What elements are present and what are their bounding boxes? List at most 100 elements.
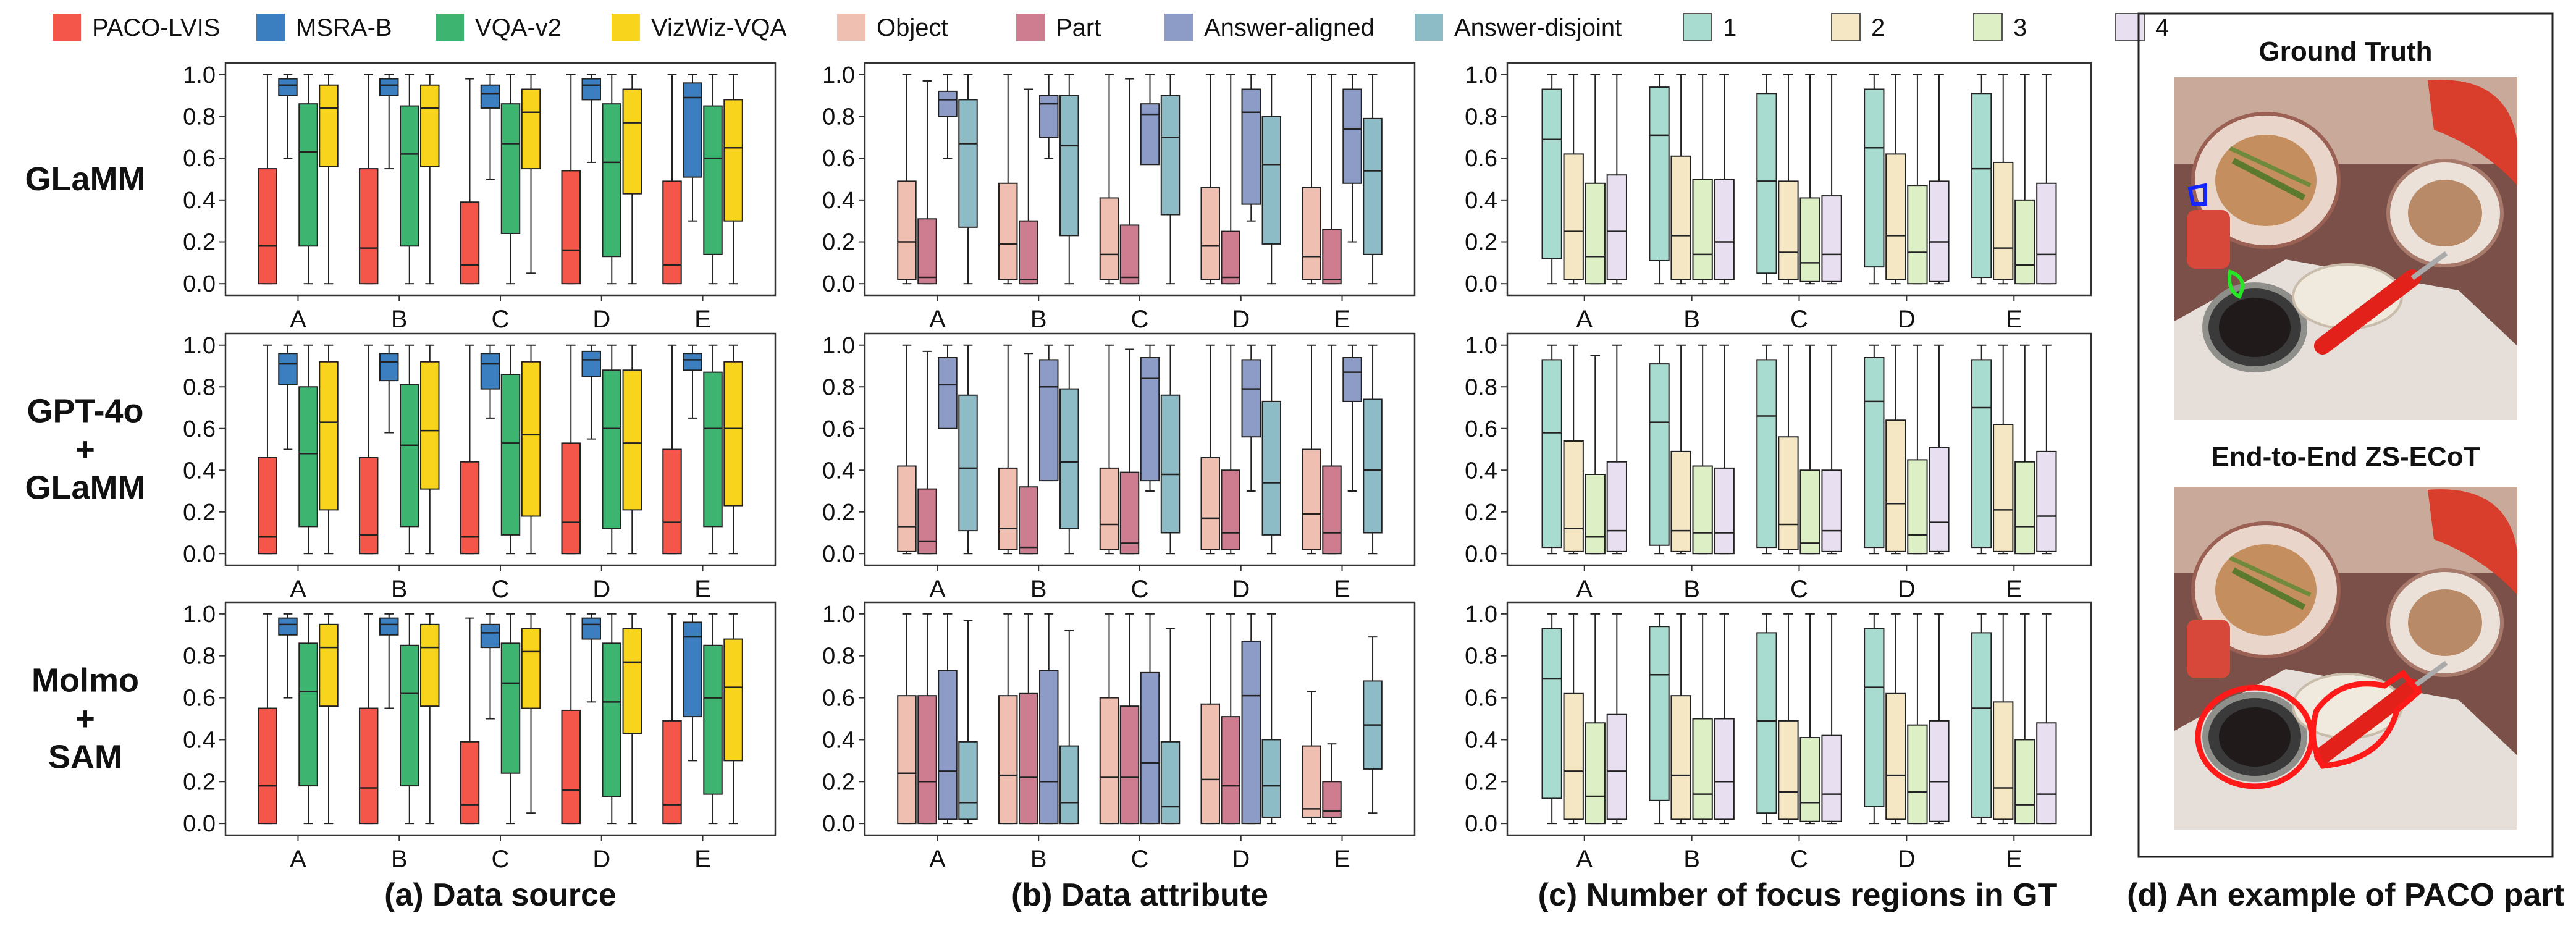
x-tick-label: D (1232, 306, 1250, 333)
box-body (1778, 436, 1799, 550)
box-B-vqa-v2 (400, 74, 419, 285)
x-tick-label: C (492, 576, 510, 603)
y-tick-label: 0.6 (822, 146, 855, 172)
box-E-3 (2014, 344, 2035, 555)
legend-swatch-0-3 (612, 14, 640, 41)
legend-swatch-1-2 (1164, 14, 1193, 41)
box-B-1 (1649, 613, 1670, 825)
box-body (897, 465, 917, 552)
box-body (1799, 197, 1820, 282)
box-body (1160, 741, 1181, 825)
box-body (917, 488, 937, 555)
box-C-msra-b (480, 613, 500, 720)
box-E-2 (1993, 613, 2014, 825)
row-label-2: + (75, 700, 95, 738)
y-tick-label: 0.2 (183, 230, 216, 256)
box-body (703, 644, 723, 795)
box-body (1885, 153, 1906, 280)
box-body (1864, 357, 1885, 549)
box-B-object (998, 344, 1018, 555)
y-tick-label: 0.8 (1465, 644, 1497, 670)
box-body (897, 180, 917, 280)
x-tick-label: B (1030, 306, 1047, 333)
y-tick-label: 1.0 (822, 333, 855, 359)
box-body (1670, 695, 1691, 820)
box-C-paco-lvis (460, 617, 480, 825)
box-body (400, 384, 419, 528)
y-tick-label: 0.6 (1465, 686, 1497, 712)
y-tick-label: 1.0 (822, 62, 855, 88)
box-body (1585, 722, 1606, 825)
box-A-2 (1563, 74, 1584, 285)
box-body (500, 374, 521, 536)
box-A-msra-b (278, 613, 298, 699)
box-A-3 (1585, 613, 1606, 825)
x-tick-label: A (929, 306, 946, 333)
box-A-vizwiz-vqa (319, 74, 339, 285)
box-C-vqa-v2 (500, 344, 521, 555)
y-tick-label: 0.2 (822, 230, 855, 256)
box-body (1099, 467, 1119, 550)
box-body (683, 353, 702, 371)
box-body (1692, 718, 1713, 820)
legend-swatch-1-1 (1016, 14, 1045, 41)
box-E-object (1302, 344, 1321, 555)
y-tick-label: 0.2 (1465, 230, 1497, 256)
x-tick-label: E (1334, 846, 1350, 873)
box-body (1821, 469, 1842, 552)
box-body (1714, 467, 1735, 555)
box-B-vizwiz-vqa (420, 613, 440, 825)
y-tick-label: 0.0 (1465, 541, 1497, 567)
box-D-1 (1864, 613, 1885, 825)
x-tick-label: C (1790, 576, 1808, 603)
y-tick-label: 0.6 (822, 416, 855, 442)
row-label-1: + (75, 431, 95, 468)
box-body (521, 88, 541, 170)
box-body (1929, 180, 1950, 282)
box-body (703, 371, 723, 528)
box-body (723, 99, 743, 222)
box-D-1 (1864, 74, 1885, 285)
box-B-2 (1670, 613, 1691, 825)
box-body (1799, 469, 1820, 555)
box-body (1099, 197, 1119, 280)
box-body (1541, 88, 1562, 259)
box-C-msra-b (480, 74, 500, 180)
box-plot-panels: 0.0 0.2 0.4 0.6 0.8 1.0 A B C D E 0.0 0.2 0.4 0.6 0.8 1.… (183, 62, 2092, 873)
box-body (420, 84, 440, 167)
box-E-msra-b (683, 344, 702, 419)
box-B-answer-disjoint (1059, 344, 1079, 555)
box-D-4 (1929, 74, 1950, 285)
box-B-answer-aligned (1039, 74, 1059, 159)
box-body (1606, 461, 1627, 552)
box-body (278, 617, 298, 636)
box-body (480, 623, 500, 649)
box-C-4 (1821, 613, 1842, 825)
box-B-4 (1714, 74, 1735, 285)
box-body (1140, 357, 1160, 482)
box-C-vqa-v2 (500, 613, 521, 825)
x-tick-label: B (391, 576, 408, 603)
box-body (298, 103, 318, 247)
box-body (521, 361, 541, 517)
box-D-answer-disjoint (1261, 613, 1282, 825)
box-A-part (917, 80, 937, 285)
box-body (2014, 461, 2035, 555)
legend-label-2-0: 1 (1723, 14, 1736, 41)
box-body (958, 741, 978, 820)
box-body (1241, 640, 1261, 825)
panel-0-2: 0.0 0.2 0.4 0.6 0.8 1.0 A B C D E (183, 601, 777, 873)
box-C-1 (1756, 74, 1777, 285)
panel-2-0: 0.0 0.2 0.4 0.6 0.8 1.0 A B C D E (1465, 62, 2092, 333)
box-body (379, 617, 399, 636)
box-A-vqa-v2 (298, 344, 318, 555)
x-tick-label: D (1898, 576, 1916, 603)
box-E-1 (1971, 74, 1992, 285)
box-C-4 (1821, 344, 1842, 555)
legend-swatch-2-0 (1683, 13, 1712, 41)
box-A-2 (1563, 613, 1584, 825)
box-body (258, 168, 277, 285)
box-body (1363, 398, 1383, 534)
y-tick-label: 0.6 (822, 686, 855, 712)
example-frame (2137, 12, 2554, 858)
